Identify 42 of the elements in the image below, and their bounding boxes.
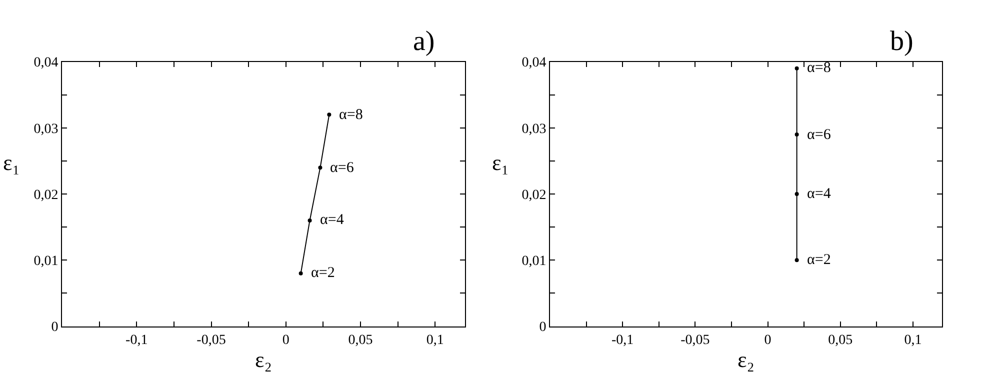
- x-tick-label: -0,1: [126, 333, 148, 348]
- annotation: α=2: [807, 252, 831, 268]
- point: [794, 132, 799, 137]
- x-tick-label: 0: [282, 333, 290, 348]
- chart-title: a): [413, 26, 435, 57]
- y-tick-label: 0,02: [522, 188, 546, 203]
- y-tick-label: 0,03: [522, 122, 546, 137]
- x-tick-label: 0,1: [426, 333, 444, 348]
- y-tick-label: 0,01: [522, 254, 546, 270]
- point: [794, 66, 799, 70]
- point: [327, 112, 332, 117]
- x-axis-title: ε₂: [255, 346, 272, 372]
- y-axis-title: ε₁: [492, 150, 509, 175]
- point: [308, 218, 312, 222]
- x-tick-label: 0: [764, 333, 772, 348]
- annotation: α=8: [807, 60, 831, 76]
- annotation: α=6: [330, 160, 354, 176]
- x-tick-label: -0,05: [196, 333, 226, 348]
- y-tick-label: 0: [539, 320, 546, 336]
- x-tick-label: 0,1: [904, 333, 922, 348]
- y-axis-title: ε₁: [3, 150, 20, 175]
- point: [298, 271, 303, 276]
- y-tick-label: 0,02: [34, 188, 58, 203]
- point: [794, 258, 799, 262]
- x-tick-label: 0,05: [828, 333, 853, 348]
- x-tick-label: -0,05: [680, 333, 710, 348]
- annotation: α=2: [311, 265, 335, 281]
- x-tick-label: 0,05: [348, 333, 373, 348]
- chart-title: b): [890, 26, 914, 57]
- annotation: α=6: [807, 127, 832, 143]
- y-tick-label: 0,01: [34, 254, 58, 270]
- point: [794, 192, 799, 196]
- y-tick-label: 0,03: [34, 122, 58, 137]
- annotation: α=4: [320, 212, 344, 228]
- x-axis-title: ε₂: [738, 346, 754, 372]
- x-tick-label: -0,1: [612, 333, 634, 348]
- annotation: α=4: [807, 186, 832, 202]
- point: [318, 166, 322, 170]
- annotation: α=8: [339, 107, 363, 123]
- y-tick-label: 0,04: [34, 56, 58, 71]
- y-tick-label: 0: [51, 320, 58, 336]
- y-tick-label: 0,04: [522, 56, 546, 71]
